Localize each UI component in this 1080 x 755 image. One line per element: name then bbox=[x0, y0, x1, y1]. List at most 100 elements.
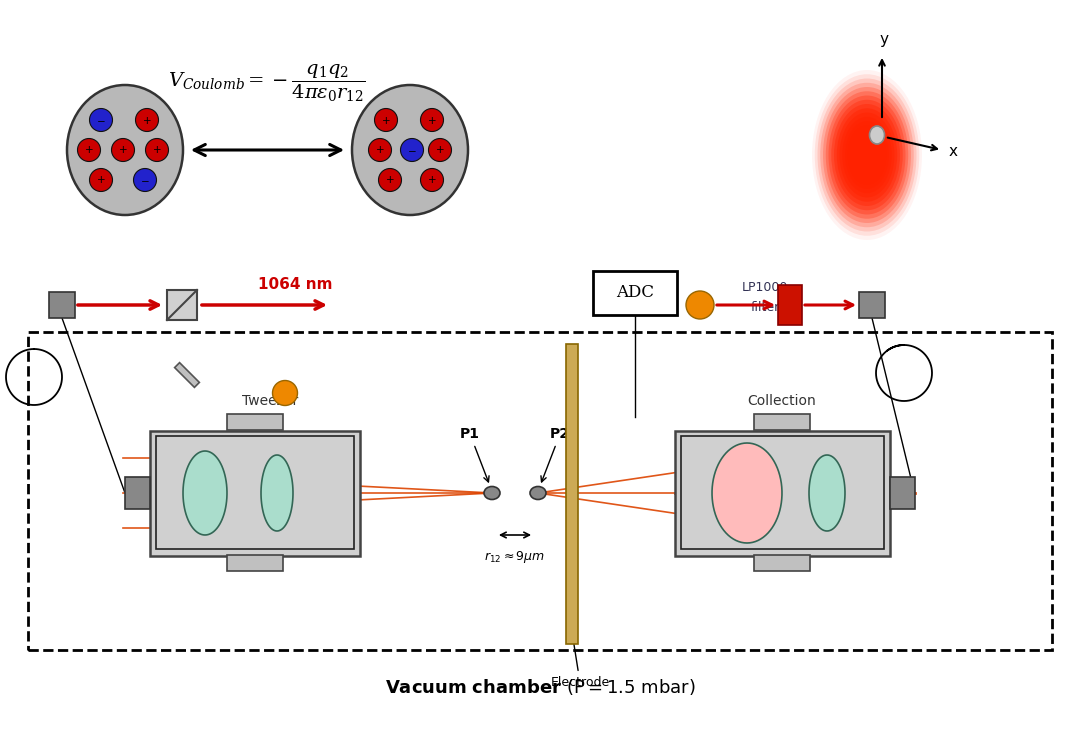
Bar bbox=[125, 477, 150, 509]
Text: $-$: $-$ bbox=[96, 115, 106, 125]
Ellipse shape bbox=[869, 126, 885, 144]
Circle shape bbox=[429, 138, 451, 162]
Circle shape bbox=[368, 138, 391, 162]
Bar bbox=[680, 436, 883, 550]
Circle shape bbox=[146, 138, 168, 162]
Bar bbox=[754, 414, 810, 430]
Text: P1: P1 bbox=[460, 427, 489, 482]
Ellipse shape bbox=[834, 104, 900, 206]
Text: $V_{Coulomb} = -\dfrac{q_1 q_2}{4\pi\epsilon_0 r_{12}}$: $V_{Coulomb} = -\dfrac{q_1 q_2}{4\pi\eps… bbox=[168, 63, 366, 103]
Bar bbox=[754, 556, 810, 572]
Circle shape bbox=[90, 109, 112, 131]
Bar bbox=[778, 285, 802, 325]
Ellipse shape bbox=[848, 125, 887, 185]
Ellipse shape bbox=[352, 85, 468, 215]
Text: P2: P2 bbox=[541, 427, 570, 482]
Text: $+$: $+$ bbox=[375, 144, 384, 156]
Ellipse shape bbox=[484, 486, 500, 500]
Text: x: x bbox=[949, 144, 958, 159]
Circle shape bbox=[401, 138, 423, 162]
Text: 976 nm: 976 nm bbox=[146, 408, 210, 423]
Text: PD: PD bbox=[687, 333, 703, 346]
Ellipse shape bbox=[84, 104, 165, 196]
Bar bbox=[49, 292, 75, 318]
Bar bbox=[566, 344, 578, 644]
Ellipse shape bbox=[376, 112, 444, 188]
Text: $+$: $+$ bbox=[381, 115, 391, 125]
Circle shape bbox=[134, 168, 157, 192]
Text: $r_{12} \approx 9\mu m$: $r_{12} \approx 9\mu m$ bbox=[485, 549, 545, 565]
Circle shape bbox=[378, 168, 402, 192]
Ellipse shape bbox=[845, 121, 889, 189]
Text: $+$: $+$ bbox=[118, 144, 127, 156]
Ellipse shape bbox=[837, 108, 897, 202]
Text: $\mathbf{Vacuum\ chamber}$$\rm{\ (P = 1.5\ mbar)}$: $\mathbf{Vacuum\ chamber}$$\rm{\ (P = 1.… bbox=[384, 677, 696, 697]
Text: $+$: $+$ bbox=[386, 174, 395, 186]
Ellipse shape bbox=[842, 117, 892, 193]
Ellipse shape bbox=[67, 85, 183, 215]
Ellipse shape bbox=[530, 486, 546, 500]
Ellipse shape bbox=[359, 93, 461, 207]
Ellipse shape bbox=[851, 130, 883, 180]
Ellipse shape bbox=[67, 85, 183, 215]
Ellipse shape bbox=[812, 70, 922, 240]
Circle shape bbox=[135, 109, 159, 131]
Bar bbox=[675, 430, 890, 556]
Circle shape bbox=[420, 168, 444, 192]
Ellipse shape bbox=[87, 109, 162, 192]
Ellipse shape bbox=[92, 112, 159, 188]
Polygon shape bbox=[261, 455, 293, 531]
Ellipse shape bbox=[352, 85, 468, 215]
Text: 1064 nm: 1064 nm bbox=[257, 277, 332, 292]
Bar bbox=[593, 271, 677, 315]
Ellipse shape bbox=[363, 97, 458, 203]
Text: $+$: $+$ bbox=[143, 115, 152, 125]
Ellipse shape bbox=[839, 112, 894, 198]
Circle shape bbox=[420, 109, 444, 131]
Ellipse shape bbox=[373, 109, 447, 192]
Text: $+$: $+$ bbox=[152, 144, 162, 156]
Ellipse shape bbox=[820, 83, 914, 227]
Circle shape bbox=[78, 138, 100, 162]
Bar bbox=[156, 436, 354, 550]
Polygon shape bbox=[809, 455, 845, 531]
Ellipse shape bbox=[826, 91, 908, 219]
Text: $+$: $+$ bbox=[84, 144, 94, 156]
Text: $-$: $-$ bbox=[140, 175, 150, 185]
Ellipse shape bbox=[818, 79, 917, 232]
Ellipse shape bbox=[828, 95, 905, 214]
Text: PD: PD bbox=[282, 419, 298, 432]
Bar bbox=[227, 414, 283, 430]
Ellipse shape bbox=[366, 100, 454, 199]
Text: $-$: $-$ bbox=[407, 145, 417, 155]
Text: y: y bbox=[879, 32, 889, 47]
Ellipse shape bbox=[81, 100, 170, 199]
Polygon shape bbox=[175, 362, 200, 387]
Circle shape bbox=[111, 138, 135, 162]
Ellipse shape bbox=[70, 89, 179, 211]
Circle shape bbox=[90, 168, 112, 192]
Bar bbox=[167, 290, 197, 320]
Ellipse shape bbox=[814, 74, 919, 236]
Bar bbox=[859, 292, 885, 318]
Text: filter: filter bbox=[751, 301, 780, 315]
Ellipse shape bbox=[78, 97, 173, 203]
Polygon shape bbox=[712, 443, 782, 543]
Text: ADC: ADC bbox=[616, 285, 654, 301]
Ellipse shape bbox=[369, 104, 450, 196]
Ellipse shape bbox=[823, 87, 912, 223]
Ellipse shape bbox=[73, 93, 176, 207]
Text: Tweezer: Tweezer bbox=[242, 395, 298, 408]
Bar bbox=[150, 430, 360, 556]
Ellipse shape bbox=[686, 291, 714, 319]
Text: Electrode: Electrode bbox=[551, 636, 609, 689]
Bar bbox=[890, 477, 915, 509]
Text: $+$: $+$ bbox=[428, 115, 436, 125]
Text: $+$: $+$ bbox=[435, 144, 445, 156]
Text: $+$: $+$ bbox=[428, 174, 436, 186]
Text: Collection: Collection bbox=[747, 395, 816, 408]
Circle shape bbox=[375, 109, 397, 131]
Ellipse shape bbox=[355, 89, 464, 211]
Text: $+$: $+$ bbox=[96, 174, 106, 186]
Ellipse shape bbox=[832, 100, 903, 210]
